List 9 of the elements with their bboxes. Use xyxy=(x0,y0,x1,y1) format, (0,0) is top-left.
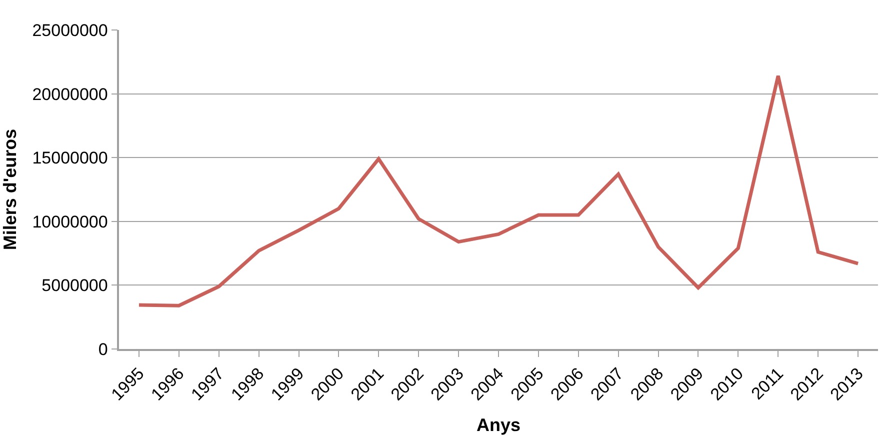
y-tick-label: 20000000 xyxy=(32,84,108,104)
y-tick-label: 0 xyxy=(98,340,108,359)
x-axis-title: Anys xyxy=(476,414,521,435)
y-axis-title: Milers d'euros xyxy=(0,128,20,250)
y-tick-label: 10000000 xyxy=(32,212,108,232)
y-tick-label: 5000000 xyxy=(42,276,108,296)
line-series xyxy=(137,74,860,308)
y-tick-label: 25000000 xyxy=(32,20,108,40)
y-tick-label: 15000000 xyxy=(32,148,108,168)
